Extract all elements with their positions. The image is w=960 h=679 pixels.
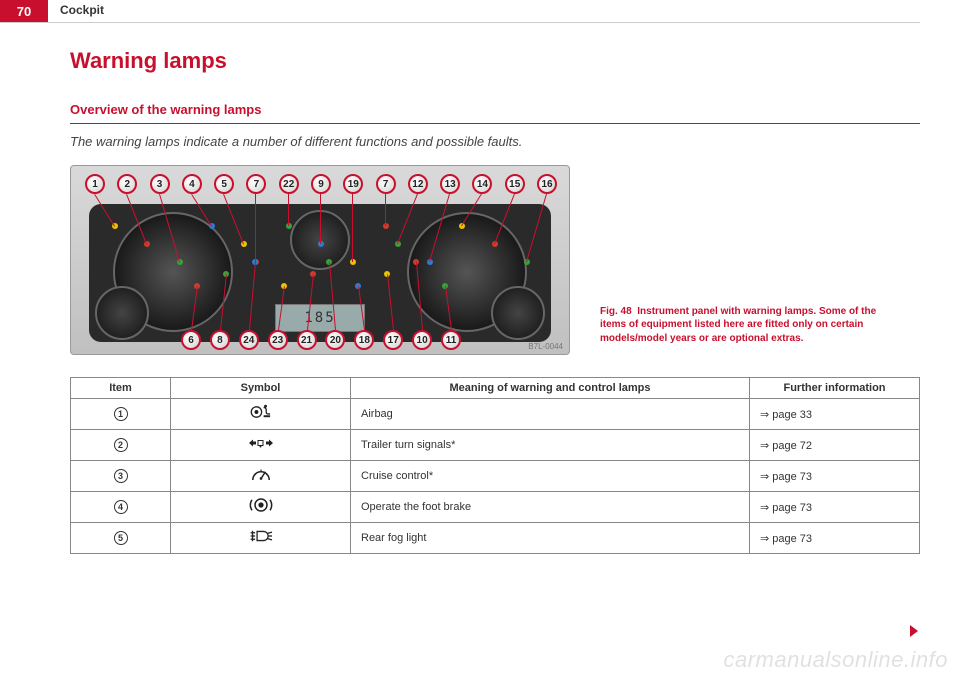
callout-bubble: 13 — [440, 174, 460, 194]
callout-bubble: 20 — [325, 330, 345, 350]
callout-bubble: 12 — [408, 174, 428, 194]
callout-bubble: 18 — [354, 330, 374, 350]
callout-bubble: 10 — [412, 330, 432, 350]
temp-gauge — [95, 286, 149, 340]
callout-bubble: 7 — [246, 174, 266, 194]
cell-meaning: Rear fog light — [351, 523, 750, 554]
callout-bubble: 21 — [297, 330, 317, 350]
callout-bubble: 8 — [210, 330, 230, 350]
col-symbol: Symbol — [171, 378, 351, 399]
cell-item: 5 — [71, 523, 171, 554]
section-title: Cockpit — [60, 3, 104, 17]
instrument-panel-figure: 185 B7L-0044 123457229197121314151668242… — [70, 165, 570, 355]
continue-marker-icon — [910, 625, 918, 637]
callout-bubble: 5 — [214, 174, 234, 194]
warning-lamps-table: Item Symbol Meaning of warning and contr… — [70, 377, 920, 554]
cell-item: 4 — [71, 492, 171, 523]
header-rule — [0, 22, 920, 23]
figure-caption: Fig. 48 Instrument panel with warning la… — [600, 305, 880, 356]
callout-lead — [385, 194, 386, 226]
callout-bubble: 1 — [85, 174, 105, 194]
subheading: Overview of the warning lamps — [70, 102, 920, 117]
callout-bubble: 9 — [311, 174, 331, 194]
content-area: Warning lamps Overview of the warning la… — [0, 28, 960, 554]
footbrake-icon — [248, 496, 274, 518]
warning-lamp-dot — [318, 241, 324, 247]
table-row: 5 Rear fog light⇒ page 73 — [71, 523, 920, 554]
cell-meaning: Trailer turn signals* — [351, 430, 750, 461]
airbag-icon — [248, 403, 274, 425]
callout-lead — [288, 194, 289, 226]
cell-meaning: Operate the foot brake — [351, 492, 750, 523]
cell-item: 2 — [71, 430, 171, 461]
cruise-icon — [248, 465, 274, 487]
cell-info: ⇒ page 73 — [750, 523, 920, 554]
cell-meaning: Cruise control* — [351, 461, 750, 492]
col-info: Further information — [750, 378, 920, 399]
subheading-rule — [70, 123, 920, 124]
item-number: 1 — [114, 407, 128, 421]
trailer-turn-icon — [248, 434, 274, 456]
item-number: 2 — [114, 438, 128, 452]
callout-bubble: 24 — [239, 330, 259, 350]
cell-symbol — [171, 523, 351, 554]
page-title: Warning lamps — [70, 48, 920, 74]
page-header: 70 Cockpit — [0, 0, 960, 28]
cell-info: ⇒ page 33 — [750, 399, 920, 430]
callout-bubble: 11 — [441, 330, 461, 350]
cell-meaning: Airbag — [351, 399, 750, 430]
cell-info: ⇒ page 72 — [750, 430, 920, 461]
rear-fog-icon — [248, 527, 274, 549]
callout-bubble: 16 — [537, 174, 557, 194]
callout-bubble: 14 — [472, 174, 492, 194]
table-row: 1 Airbag⇒ page 33 — [71, 399, 920, 430]
cell-symbol — [171, 430, 351, 461]
watermark: carmanualsonline.info — [723, 647, 948, 673]
callout-bubble: 19 — [343, 174, 363, 194]
image-code: B7L-0044 — [528, 342, 563, 351]
callout-bubble: 23 — [268, 330, 288, 350]
cell-symbol — [171, 399, 351, 430]
page-number-tab: 70 — [0, 0, 48, 22]
col-meaning: Meaning of warning and control lamps — [351, 378, 750, 399]
cell-symbol — [171, 492, 351, 523]
page: 70 Cockpit Warning lamps Overview of the… — [0, 0, 960, 679]
table-row: 3 Cruise control*⇒ page 73 — [71, 461, 920, 492]
subtitle: The warning lamps indicate a number of d… — [70, 134, 920, 149]
callout-bubble: 15 — [505, 174, 525, 194]
figure-row: 185 B7L-0044 123457229197121314151668242… — [70, 165, 920, 355]
callout-lead — [320, 194, 321, 244]
table-row: 4 Operate the foot brake⇒ page 73 — [71, 492, 920, 523]
col-item: Item — [71, 378, 171, 399]
callout-bubble: 6 — [181, 330, 201, 350]
callout-bubble: 3 — [150, 174, 170, 194]
odometer-display: 185 — [275, 304, 365, 332]
callout-bubble: 22 — [279, 174, 299, 194]
cell-info: ⇒ page 73 — [750, 461, 920, 492]
item-number: 3 — [114, 469, 128, 483]
cell-info: ⇒ page 73 — [750, 492, 920, 523]
item-number: 5 — [114, 531, 128, 545]
fuel-gauge — [491, 286, 545, 340]
callout-bubble: 2 — [117, 174, 137, 194]
table-row: 2 Trailer turn signals*⇒ page 72 — [71, 430, 920, 461]
table-header-row: Item Symbol Meaning of warning and contr… — [71, 378, 920, 399]
figure-caption-label: Fig. 48 — [600, 306, 632, 317]
callout-bubble: 17 — [383, 330, 403, 350]
callout-bubble: 7 — [376, 174, 396, 194]
item-number: 4 — [114, 500, 128, 514]
cell-item: 3 — [71, 461, 171, 492]
cell-item: 1 — [71, 399, 171, 430]
cell-symbol — [171, 461, 351, 492]
figure-caption-text: Instrument panel with warning lamps. Som… — [600, 306, 876, 344]
callout-bubble: 4 — [182, 174, 202, 194]
